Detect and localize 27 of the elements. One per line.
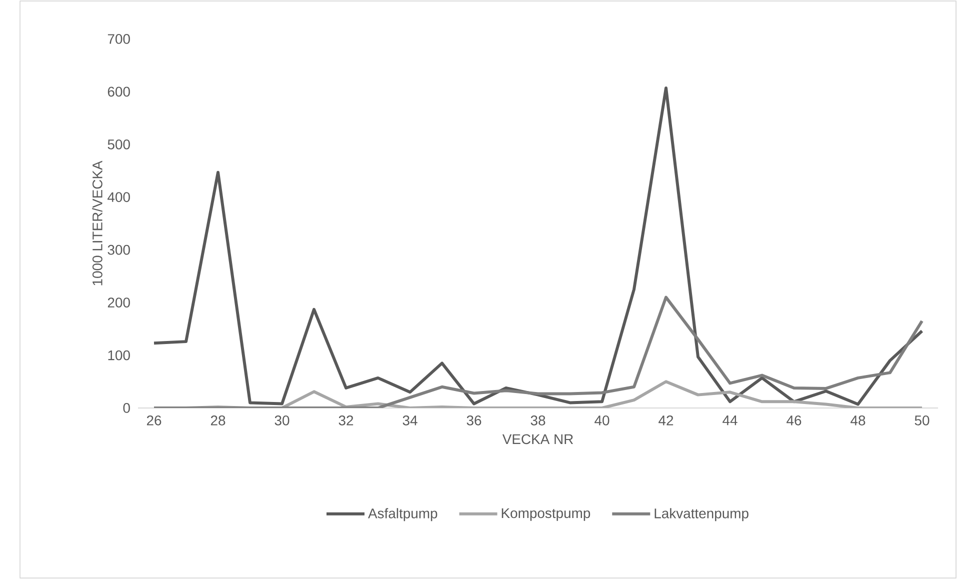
x-tick-label: 48 [850,415,866,426]
y-tick-label: 500 [108,139,130,150]
y-tick-label: 100 [108,350,130,360]
x-tick-label: 34 [402,415,418,426]
y-tick-label: 700 [108,34,130,44]
x-tick-label: 28 [210,415,226,426]
y-tick-label: 400 [108,192,130,202]
y-tick-label: 300 [108,244,130,255]
legend-label: Asfaltpump [368,508,438,522]
y-tick-label: 200 [108,298,130,308]
x-tick-label: 26 [146,415,162,426]
line-series [152,86,924,406]
y-tick-label: 0 [123,403,130,413]
x-tick-label: 46 [786,415,802,426]
x-tick-label: 44 [722,416,738,426]
x-axis-title: VECKA NR [502,434,573,444]
y-axis-title: 1000 LITER/VECKA [92,160,102,286]
x-tick-label: 30 [274,415,290,426]
x-tick-label: 50 [914,415,930,426]
x-tick-label: 42 [658,415,674,426]
legend-label: Lakvattenpump [654,508,748,522]
x-tick-label: 32 [338,415,354,426]
y-tick-label: 600 [108,86,130,97]
x-tick-label: 38 [530,415,546,426]
x-tick-label: 36 [466,415,482,426]
x-tick-label: 40 [594,415,610,426]
legend-label: Kompostpump [502,508,590,521]
